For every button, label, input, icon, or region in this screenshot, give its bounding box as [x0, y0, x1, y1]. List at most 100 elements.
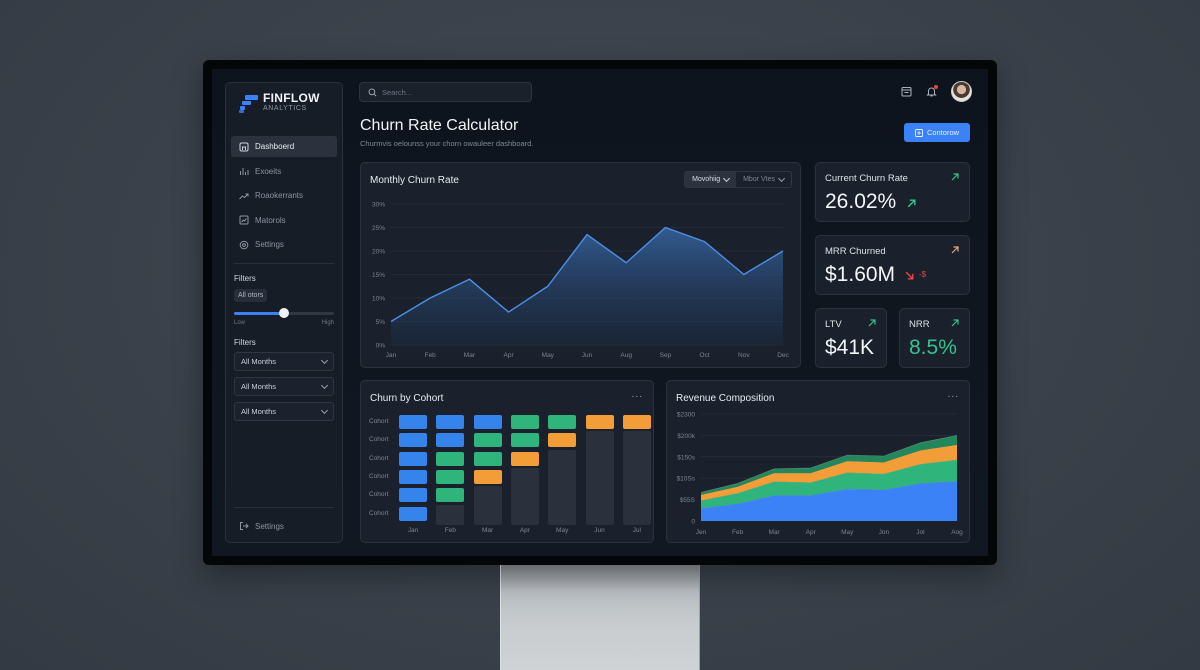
monitor-stand: [500, 565, 700, 670]
cohort-row-label: Cohort: [369, 436, 389, 444]
toggle-other[interactable]: Mbor Vtes: [736, 172, 791, 187]
svg-text:Jen: Jen: [696, 529, 707, 536]
svg-text:30%: 30%: [372, 202, 385, 209]
cohort-cell[interactable]: [473, 433, 502, 448]
svg-text:Dec: Dec: [777, 352, 789, 359]
months-select-2[interactable]: All Months: [234, 377, 334, 396]
cohort-cell[interactable]: [510, 433, 539, 448]
sidebar-item-exoeits[interactable]: Exoeits: [231, 161, 337, 182]
svg-text:Apr: Apr: [806, 529, 817, 536]
cohort-cell[interactable]: [548, 415, 577, 429]
brand-logo[interactable]: FINFLOW ANALYTICS: [238, 92, 320, 113]
cohort-cell[interactable]: [436, 433, 465, 448]
cohort-cell[interactable]: [473, 469, 502, 484]
slider-handle[interactable]: [279, 308, 289, 318]
bell-icon: [926, 87, 937, 97]
logout-icon: [240, 522, 249, 530]
sidebar-item-matorols[interactable]: Matorols: [231, 210, 337, 231]
cohort-cell[interactable]: [399, 433, 427, 448]
cohort-cell[interactable]: [399, 488, 427, 503]
more-options-button[interactable]: ...: [947, 389, 959, 400]
svg-text:20%: 20%: [372, 249, 385, 256]
toggle-monthly[interactable]: Movohiig: [685, 172, 737, 187]
revenue-composition-chart: 0 $55S $10Ss $150s $200k $2300 Jen Feb Mar Apr May…: [677, 412, 964, 537]
kpi-current-churn[interactable]: Current Churn Rate 26.02%: [815, 162, 970, 222]
svg-text:$2300: $2300: [677, 412, 695, 419]
kpi-value: 8.5%: [909, 336, 957, 359]
svg-text:Mar: Mar: [769, 529, 781, 536]
kpi-label: NRR: [909, 319, 930, 330]
slider-high-label: High: [321, 320, 334, 326]
kpi-value: 26.02%: [825, 190, 897, 213]
cohort-cell[interactable]: [436, 415, 465, 429]
svg-text:Apr: Apr: [504, 352, 515, 359]
cohort-cell[interactable]: [473, 451, 502, 466]
cohort-empty-column: [622, 431, 651, 525]
slider-low-label: Low: [234, 320, 246, 326]
sidebar-item-label: Settings: [255, 240, 284, 249]
monthly-churn-chart: 0% 5% 10% 15% 20% 25% 30% Jan Feb Mar Apr May Jun Aug…: [372, 202, 790, 360]
sidebar-item-settings[interactable]: Settings: [231, 234, 337, 255]
calendar-button[interactable]: [901, 86, 912, 97]
svg-text:0%: 0%: [376, 343, 386, 350]
dashboard-screen: FINFLOW ANALYTICS Dashboerd Exoeits: [212, 69, 988, 556]
search-placeholder: Search...: [382, 87, 413, 97]
slider-fill: [234, 312, 284, 315]
kpi-label: MRR Churned: [825, 246, 886, 257]
search-input[interactable]: Search...: [359, 82, 532, 102]
notifications-button[interactable]: [926, 85, 938, 97]
svg-text:5%: 5%: [376, 319, 386, 326]
svg-text:Jon: Jon: [879, 529, 890, 536]
sidebar-bottom-settings[interactable]: Settings: [239, 521, 284, 531]
svg-text:Aug: Aug: [620, 352, 632, 359]
cohort-column-label: Jul: [632, 527, 641, 534]
calculator-icon: [914, 128, 923, 137]
trend-up-icon: [951, 319, 959, 327]
svg-text:0: 0: [691, 519, 695, 526]
trend-up-icon: [951, 246, 959, 254]
cohort-column-label: Feb: [444, 527, 456, 534]
sidebar-item-roaokerrants[interactable]: Roaokerrants: [231, 185, 337, 206]
cohort-column-label: Jan: [407, 527, 419, 534]
more-options-button[interactable]: ...: [631, 389, 643, 400]
kpi-nrr[interactable]: NRR 8.5%: [899, 308, 970, 368]
kpi-ltv[interactable]: LTV $41K: [815, 308, 887, 368]
svg-text:May: May: [841, 529, 854, 536]
cohort-row-label: Cohort: [369, 418, 389, 425]
cohort-cell[interactable]: [436, 469, 465, 484]
cohort-cell[interactable]: [436, 451, 465, 466]
months-select-1[interactable]: All Months: [234, 352, 334, 371]
contorow-button[interactable]: Contorow: [904, 123, 970, 142]
cohort-cell[interactable]: [510, 451, 539, 466]
kpi-value: $41K: [825, 336, 875, 359]
kpi-mrr-churned[interactable]: MRR Churned $1.60M -$: [815, 235, 970, 295]
kpi-label: LTV: [825, 319, 842, 330]
months-select-3[interactable]: All Months: [234, 402, 334, 421]
trend-up-icon: [951, 173, 959, 181]
all-otors-chip[interactable]: All otors: [234, 289, 268, 302]
cohort-cell[interactable]: [399, 451, 427, 466]
cohort-cell[interactable]: [473, 415, 502, 429]
cohort-cell[interactable]: [622, 415, 651, 429]
checkbox-chart-icon: [239, 215, 249, 225]
churn-range-slider[interactable]: [234, 308, 334, 318]
cohort-cell[interactable]: [399, 469, 427, 484]
cohort-cell[interactable]: [399, 506, 427, 521]
trend-down-icon: [905, 271, 914, 280]
cohort-cell[interactable]: [585, 415, 614, 429]
calendar-icon: [901, 87, 912, 97]
svg-text:May: May: [542, 352, 555, 359]
user-avatar[interactable]: [951, 81, 972, 102]
cohort-cell[interactable]: [510, 415, 539, 429]
cohort-cell[interactable]: [399, 415, 427, 429]
sidebar: FINFLOW ANALYTICS Dashboerd Exoeits: [225, 82, 343, 543]
cohort-row-label: Cohort: [369, 509, 389, 517]
cohort-cell[interactable]: [436, 488, 465, 503]
sidebar-item-dashboard[interactable]: Dashboerd: [231, 136, 337, 157]
card-title: Monthly Churn Rate: [370, 175, 459, 186]
cohort-column-label: Jun: [594, 527, 605, 534]
sidebar-item-label: Roaokerrants: [255, 191, 304, 200]
trend-icon: [239, 191, 249, 201]
header-actions: [901, 81, 972, 102]
cohort-cell[interactable]: [548, 433, 577, 448]
